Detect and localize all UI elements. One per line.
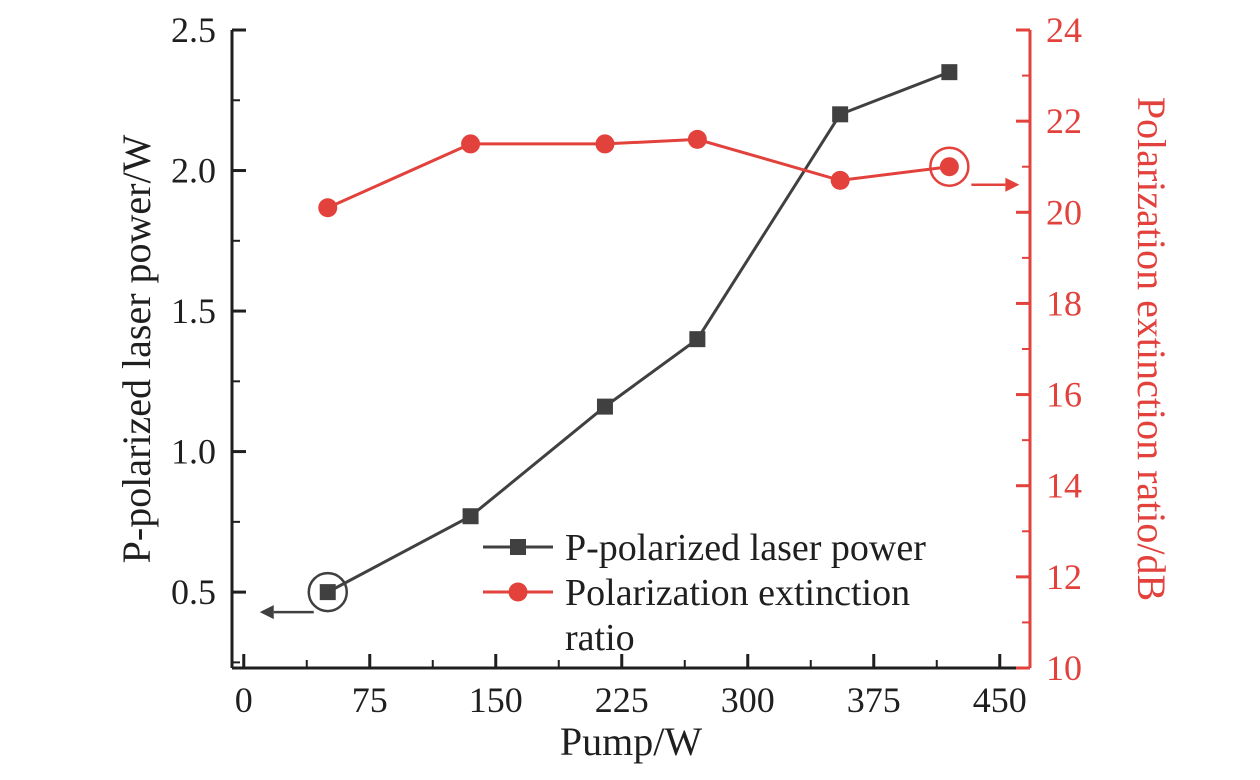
x-tick-label: 300 xyxy=(721,680,775,720)
y-right-tick-label: 16 xyxy=(1046,375,1082,415)
axis-arrowhead-left-icon xyxy=(259,605,274,620)
x-axis-title: Pump/W xyxy=(560,719,702,764)
x-tick-label: 375 xyxy=(847,680,901,720)
highlight-circle xyxy=(929,146,970,187)
legend-label: P-polarized laser power xyxy=(565,527,926,569)
y-right-tick-label: 14 xyxy=(1046,466,1082,506)
legend-marker-square xyxy=(510,539,526,555)
data-point-circle xyxy=(318,198,338,218)
data-point-square xyxy=(596,398,613,415)
y-left-tick-label: 1.0 xyxy=(171,432,216,472)
data-point-square xyxy=(319,584,336,601)
x-tick-label: 150 xyxy=(469,680,523,720)
y-left-tick-label: 2.0 xyxy=(171,151,216,191)
data-point-circle xyxy=(595,134,615,154)
right-axis-title: Polarization extinction ratio/dB xyxy=(1129,97,1174,601)
data-point-circle xyxy=(830,170,850,190)
legend-marker-circle xyxy=(508,582,528,602)
y-right-tick-label: 22 xyxy=(1046,101,1082,141)
series-line-0 xyxy=(327,70,950,594)
data-point-square xyxy=(941,64,958,81)
legend-label: ratio xyxy=(565,617,635,659)
data-point-circle xyxy=(939,157,959,177)
legend-label: Polarization extinction xyxy=(565,572,910,614)
highlight-circle xyxy=(307,571,349,613)
x-tick-label: 75 xyxy=(352,680,388,720)
data-point-circle xyxy=(687,129,707,149)
x-tick-label: 0 xyxy=(235,680,253,720)
y-left-tick-label: 1.5 xyxy=(171,291,216,331)
y-right-tick-label: 10 xyxy=(1046,648,1082,688)
series-line-1 xyxy=(327,137,950,210)
data-point-square xyxy=(832,106,849,123)
y-left-tick-label: 0.5 xyxy=(171,572,216,612)
x-tick-label: 225 xyxy=(595,680,649,720)
y-right-tick-label: 20 xyxy=(1046,192,1082,232)
x-tick-label: 450 xyxy=(973,680,1027,720)
data-point-circle xyxy=(461,134,481,154)
y-right-tick-label: 12 xyxy=(1046,557,1082,597)
left-axis-title: P-polarized laser power/W xyxy=(114,134,159,563)
data-point-square xyxy=(689,331,706,348)
data-point-square xyxy=(462,508,479,525)
y-left-tick-label: 2.5 xyxy=(171,10,216,50)
y-right-tick-label: 18 xyxy=(1046,283,1082,323)
y-right-tick-label: 24 xyxy=(1046,10,1082,50)
axis-arrowhead-right-icon xyxy=(1005,177,1020,192)
